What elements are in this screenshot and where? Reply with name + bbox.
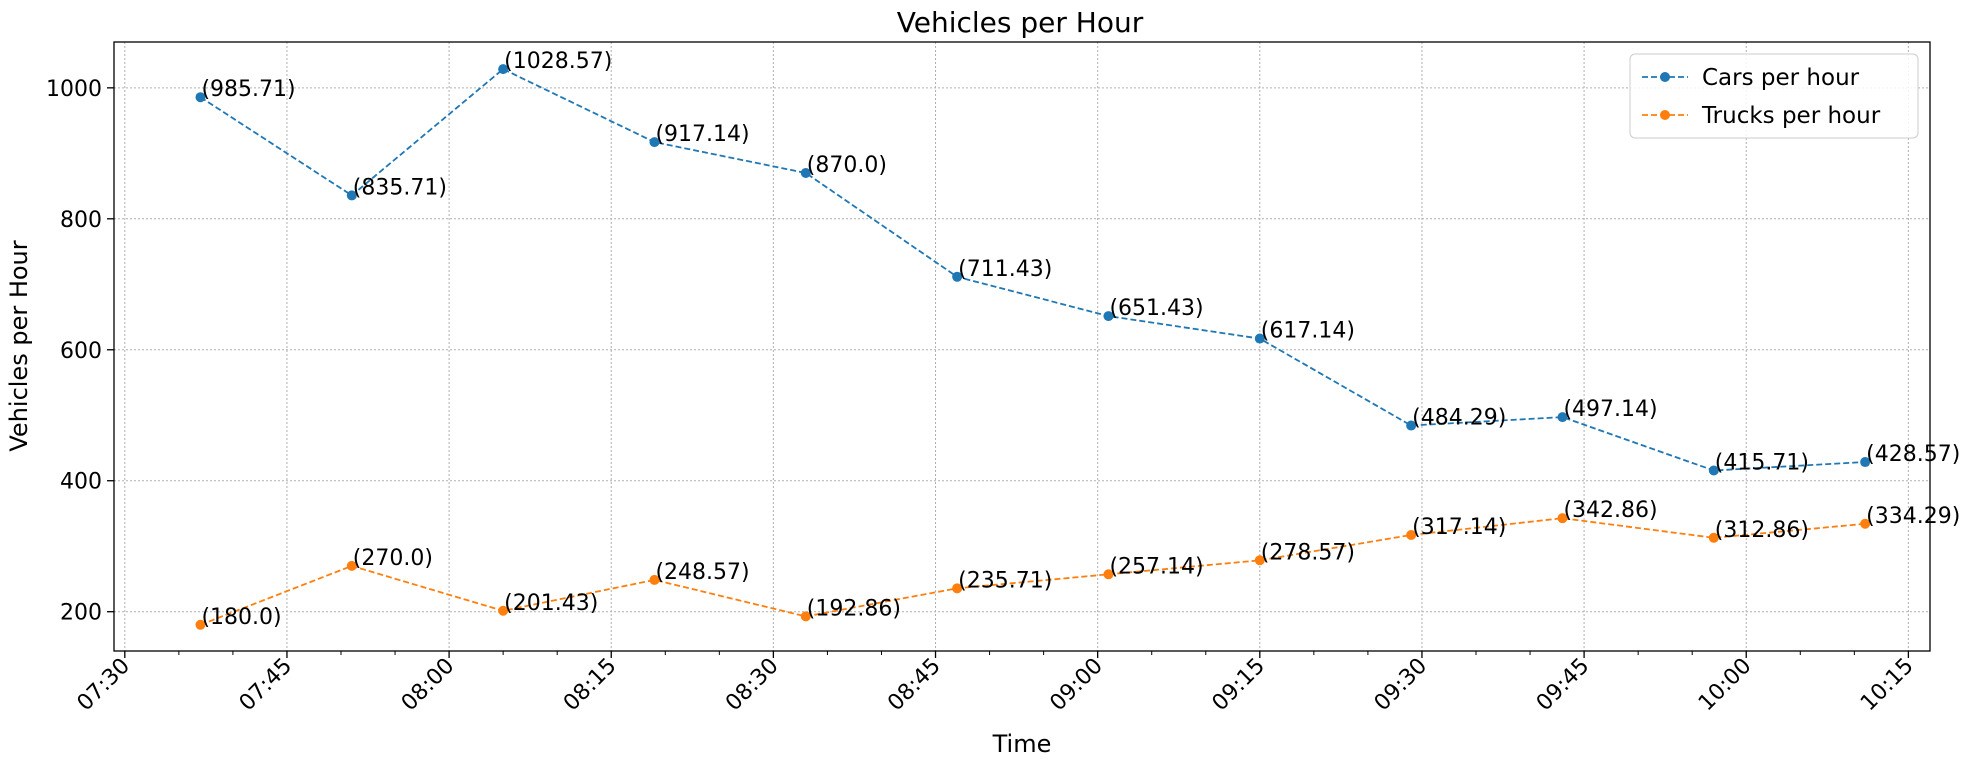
x-tick-label: 08:45 (883, 654, 946, 717)
series-2: (180.0) (270.0) (201.43) (248.57) (192.86) (2… (195, 498, 1960, 630)
data-point (1557, 412, 1568, 423)
data-point (1254, 555, 1265, 566)
data-label: (428.57) (1866, 442, 1960, 467)
data-label: (917.14) (655, 122, 749, 147)
data-point (1708, 465, 1719, 476)
data-label: (192.86) (807, 596, 901, 621)
data-point (1406, 530, 1417, 541)
data-point (195, 92, 206, 103)
y-tick-label: 400 (60, 470, 102, 495)
y-tick-label: 1000 (46, 77, 102, 102)
data-label: (180.0) (201, 605, 281, 630)
data-label: (484.29) (1412, 406, 1506, 431)
series-group: (985.71) (835.71) (1028.57) (917.14) (870.0)… (195, 49, 1960, 630)
data-point (1406, 420, 1417, 431)
data-label: (651.43) (1109, 296, 1203, 321)
data-label: (317.14) (1412, 515, 1506, 540)
data-label: (270.0) (353, 546, 433, 571)
grid (114, 42, 1930, 651)
data-label: (278.57) (1261, 540, 1355, 565)
data-label: (415.71) (1715, 450, 1809, 475)
x-tick-label: 09:15 (1208, 654, 1271, 717)
data-point (952, 583, 963, 594)
x-axis: 07:30 07:45 08:00 08:15 08:30 08:45 09:00 09:15… (73, 651, 1919, 716)
x-tick-label: 09:45 (1532, 654, 1595, 717)
data-point (1254, 333, 1265, 344)
legend-label: Cars per hour (1702, 65, 1860, 91)
data-point (195, 619, 206, 630)
data-label: (235.71) (958, 568, 1052, 593)
data-point (346, 190, 357, 201)
legend: Cars per hour Trucks per hour (1629, 53, 1919, 139)
x-axis-label: Time (992, 730, 1052, 758)
data-label: (711.43) (958, 257, 1052, 282)
data-label: (334.29) (1866, 504, 1960, 529)
plot-frame (113, 41, 1931, 652)
data-point (1708, 532, 1719, 543)
data-label: (1028.57) (504, 49, 612, 74)
data-point (346, 560, 357, 571)
data-label: (617.14) (1261, 319, 1355, 344)
data-point (1103, 569, 1114, 580)
legend-label: Trucks per hour (1701, 103, 1881, 129)
data-label: (342.86) (1563, 498, 1657, 523)
y-axis-label: Vehicles per Hour (5, 240, 33, 451)
data-label: (835.71) (353, 175, 447, 200)
data-point (498, 64, 509, 75)
data-point (952, 271, 963, 282)
data-point (800, 167, 811, 178)
legend-box (1629, 53, 1919, 139)
series-line (200, 68, 1866, 472)
y-tick-label: 600 (60, 339, 102, 364)
y-axis: 200 400 600 800 1000 (46, 77, 114, 626)
data-point (800, 611, 811, 622)
data-label: (870.0) (807, 153, 887, 178)
data-point (649, 574, 660, 585)
x-tick-label: 08:30 (721, 654, 784, 717)
data-label: (257.14) (1109, 554, 1203, 579)
series-line (200, 517, 1866, 626)
chart-title: Vehicles per Hour (897, 6, 1144, 39)
x-tick-label: 08:00 (397, 654, 460, 717)
x-tick-label: 08:15 (559, 654, 622, 717)
y-tick-label: 800 (60, 208, 102, 233)
data-point (1860, 457, 1871, 468)
x-tick-label: 07:45 (235, 654, 298, 717)
data-label: (201.43) (504, 591, 598, 616)
data-label: (497.14) (1563, 397, 1657, 422)
data-point (1860, 518, 1871, 529)
x-tick-label: 07:30 (73, 654, 136, 717)
y-tick-label: 200 (60, 601, 102, 626)
data-label: (248.57) (655, 560, 749, 585)
data-label: (312.86) (1715, 518, 1809, 543)
x-tick-label: 09:30 (1370, 654, 1433, 717)
data-point (1103, 311, 1114, 322)
data-point (649, 137, 660, 148)
data-point (1557, 513, 1568, 524)
legend-marker (1660, 72, 1670, 82)
x-tick-label: 10:15 (1856, 654, 1919, 717)
data-label: (985.71) (201, 77, 295, 102)
legend-marker (1660, 110, 1670, 120)
series-1: (985.71) (835.71) (1028.57) (917.14) (870.0)… (195, 49, 1960, 476)
x-tick-label: 10:00 (1694, 654, 1757, 717)
data-point (498, 605, 509, 616)
x-tick-label: 09:00 (1045, 654, 1108, 717)
